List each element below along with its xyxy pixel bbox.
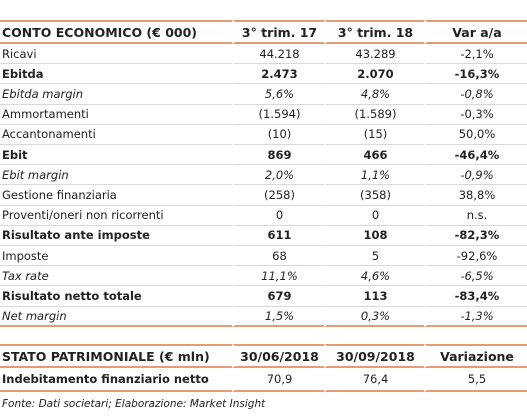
cell: (358) xyxy=(324,185,424,206)
row-label: Risultato netto totale xyxy=(0,286,232,307)
cell: 43.289 xyxy=(324,44,424,65)
cell: -1,3% xyxy=(424,306,527,327)
cell: 108 xyxy=(324,225,424,246)
cell: 50,0% xyxy=(424,124,527,145)
cell: -16,3% xyxy=(424,64,527,85)
cell: (1.589) xyxy=(324,104,424,125)
cell: 2.473 xyxy=(232,64,324,85)
cell: 44.218 xyxy=(232,44,324,65)
row-label: Ricavi xyxy=(0,44,232,65)
row-label: Ebit xyxy=(0,145,232,166)
cell: 466 xyxy=(324,145,424,166)
cell: 679 xyxy=(232,286,324,307)
table-header: STATO PATRIMONIALE (€ mln) 30/06/2018 30/0… xyxy=(0,344,527,368)
table-row: Ebitda margin 5,6% 4,8% -0,8% xyxy=(0,84,527,105)
cell: 4,8% xyxy=(324,84,424,105)
cell: 38,8% xyxy=(424,185,527,206)
table-row: Accantonamenti (10) (15) 50,0% xyxy=(0,124,527,145)
row-label: Risultato ante imposte xyxy=(0,226,232,246)
table-row: Risultato netto totale 679 113 -83,4% xyxy=(0,286,527,307)
cell: 113 xyxy=(324,286,424,307)
cell: (10) xyxy=(232,124,324,145)
cell: 70,9 xyxy=(232,368,324,392)
row-label: Ammortamenti xyxy=(0,105,232,125)
row-label: STATO PATRIMONIALE (€ mln) xyxy=(0,344,232,368)
cell: -2,1% xyxy=(424,44,527,65)
table-row: Tax rate 11,1% 4,6% -6,5% xyxy=(0,266,527,287)
row-label: Net margin xyxy=(0,307,232,327)
cell: (258) xyxy=(232,185,324,206)
cell: 11,1% xyxy=(232,266,324,287)
row-label: Accantonamenti xyxy=(0,125,232,145)
cell: 2,0% xyxy=(232,165,324,186)
cell: -83,4% xyxy=(424,286,527,307)
row-label: Ebitda margin xyxy=(0,84,232,105)
source-note: Fonte: Dati societari; Elaborazione: Mar… xyxy=(2,398,266,410)
cell: -82,3% xyxy=(424,225,527,246)
table-row: Imposte 68 5 -92,6% xyxy=(0,246,527,267)
cell: 3° trim. 17 xyxy=(232,20,324,44)
row-label: CONTO ECONOMICO (€ 000) xyxy=(0,20,232,44)
cell: 0 xyxy=(324,205,424,226)
table-row: Risultato ante imposte 611 108 -82,3% xyxy=(0,225,527,246)
cell: 68 xyxy=(232,246,324,267)
row-label: Gestione finanziaria xyxy=(0,185,232,206)
table-row: Ricavi 44.218 43.289 -2,1% xyxy=(0,44,527,65)
cell: 0,3% xyxy=(324,306,424,327)
cell: 0 xyxy=(232,205,324,226)
cell: 2.070 xyxy=(324,64,424,85)
row-label: Imposte xyxy=(0,246,232,267)
table-header: CONTO ECONOMICO (€ 000) 3° trim. 17 3° tri… xyxy=(0,20,527,44)
cell: -0,3% xyxy=(424,104,527,125)
table-row: Ebit margin 2,0% 1,1% -0,9% xyxy=(0,165,527,186)
row-label: Ebitda xyxy=(0,64,232,85)
table-row: Indebitamento finanziario netto 70,9 76,4 5… xyxy=(0,368,527,392)
cell: 76,4 xyxy=(324,368,424,392)
cell: 1,1% xyxy=(324,165,424,186)
cell: 5,6% xyxy=(232,84,324,105)
cell: -0,8% xyxy=(424,84,527,105)
cell: 1,5% xyxy=(232,306,324,327)
cell: -0,9% xyxy=(424,165,527,186)
cell: -6,5% xyxy=(424,266,527,287)
cell: 869 xyxy=(232,145,324,166)
row-label: Ebit margin xyxy=(0,165,232,186)
cell: 3° trim. 18 xyxy=(324,20,424,44)
cell: 5 xyxy=(324,246,424,267)
table-row: Proventi/oneri non ricorrenti 0 0 n.s. xyxy=(0,205,527,226)
cell: (1.594) xyxy=(232,104,324,125)
cell: -92,6% xyxy=(424,246,527,267)
row-label: Proventi/oneri non ricorrenti xyxy=(0,206,232,226)
cell: 4,6% xyxy=(324,266,424,287)
table-row: Net margin 1,5% 0,3% -1,3% xyxy=(0,306,527,327)
row-label: Indebitamento finanziario netto xyxy=(0,368,232,392)
cell: -46,4% xyxy=(424,145,527,166)
cell: (15) xyxy=(324,124,424,145)
cell: 611 xyxy=(232,225,324,246)
cell: 30/09/2018 xyxy=(324,344,424,368)
cell: n.s. xyxy=(424,205,527,226)
cell: 5,5 xyxy=(424,368,527,392)
cell: Var a/a xyxy=(424,20,527,44)
cell: 30/06/2018 xyxy=(232,344,324,368)
table-row: Ammortamenti (1.594) (1.589) -0,3% xyxy=(0,104,527,125)
cell: Variazione xyxy=(424,344,527,368)
table-row: Ebit 869 466 -46,4% xyxy=(0,145,527,166)
row-label: Tax rate xyxy=(0,266,232,287)
table-row: Gestione finanziaria (258) (358) 38,8% xyxy=(0,185,527,206)
table-row: Ebitda 2.473 2.070 -16,3% xyxy=(0,64,527,85)
